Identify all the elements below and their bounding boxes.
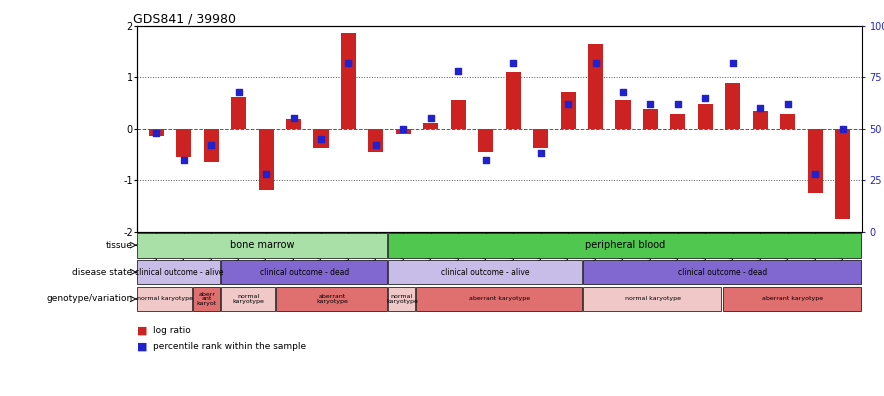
Bar (415, 287, 582, 311)
Text: peripheral blood: peripheral blood (585, 240, 665, 250)
Text: aberr
ant
karyot: aberr ant karyot (196, 292, 217, 306)
Point (396, 126, 410, 132)
Point (451, 68, 465, 74)
Text: aberrant karyotype: aberrant karyotype (469, 297, 530, 301)
Bar (258, 129, 274, 190)
Bar (808, 129, 823, 193)
Bar (533, 129, 548, 148)
Text: normal
karyotype: normal karyotype (232, 294, 264, 304)
Bar (781, 114, 796, 129)
Point (259, 171, 273, 177)
Point (177, 156, 191, 163)
Text: GDS841 / 39980: GDS841 / 39980 (133, 13, 236, 26)
Bar (137, 260, 219, 284)
Point (835, 126, 850, 132)
Point (507, 60, 521, 66)
Bar (560, 91, 575, 129)
Point (478, 156, 492, 163)
Bar (221, 287, 275, 311)
Point (589, 60, 603, 66)
Point (232, 88, 246, 95)
Point (561, 101, 575, 107)
Point (369, 142, 383, 148)
Point (671, 101, 685, 107)
Text: clinical outcome - dead: clinical outcome - dead (260, 268, 349, 276)
Bar (451, 100, 466, 129)
Point (753, 105, 767, 111)
Text: genotype/variation: genotype/variation (46, 295, 133, 303)
Bar (583, 260, 861, 284)
Bar (137, 233, 387, 257)
Point (286, 115, 301, 122)
Bar (388, 233, 861, 257)
Bar (725, 84, 741, 129)
Bar (149, 129, 164, 136)
Text: log ratio: log ratio (153, 326, 191, 335)
Bar (231, 97, 246, 129)
Text: disease state: disease state (72, 268, 133, 276)
Bar (753, 110, 768, 129)
Point (423, 115, 438, 122)
Bar (286, 120, 301, 129)
Bar (478, 129, 493, 152)
Text: percentile rank within the sample: percentile rank within the sample (153, 343, 306, 351)
Text: ■: ■ (137, 325, 148, 335)
Point (808, 171, 822, 177)
Bar (697, 104, 713, 129)
Bar (369, 129, 384, 152)
Bar (583, 287, 721, 311)
Text: clinical outcome - alive: clinical outcome - alive (441, 268, 530, 276)
Text: normal
karyotype: normal karyotype (386, 294, 418, 304)
Text: aberrant
karyotype: aberrant karyotype (316, 294, 348, 304)
Bar (341, 33, 356, 129)
Point (726, 60, 740, 66)
Bar (221, 260, 387, 284)
Text: normal karyotype: normal karyotype (137, 297, 193, 301)
Bar (506, 72, 521, 129)
Bar (615, 100, 630, 129)
Bar (277, 287, 387, 311)
Text: bone marrow: bone marrow (230, 240, 294, 250)
Point (698, 95, 713, 101)
Point (314, 136, 328, 142)
Text: tissue: tissue (106, 241, 133, 249)
Bar (203, 129, 218, 162)
Bar (670, 114, 685, 129)
Bar (388, 287, 415, 311)
Bar (176, 129, 191, 157)
Bar (835, 129, 850, 219)
Bar (193, 287, 219, 311)
Point (341, 60, 355, 66)
Bar (588, 44, 603, 129)
Text: normal karyotype: normal karyotype (625, 297, 681, 301)
Point (616, 88, 630, 95)
Text: clinical outcome - dead: clinical outcome - dead (678, 268, 767, 276)
Point (149, 129, 164, 136)
Bar (388, 260, 582, 284)
Bar (643, 109, 658, 129)
Bar (396, 129, 411, 134)
Point (204, 142, 218, 148)
Text: ■: ■ (137, 342, 148, 352)
Bar (314, 129, 329, 148)
Text: clinical outcome - alive: clinical outcome - alive (134, 268, 223, 276)
Point (644, 101, 658, 107)
Bar (423, 122, 438, 129)
Bar (137, 287, 192, 311)
Point (534, 150, 548, 156)
Point (781, 101, 795, 107)
Text: aberrant karyotype: aberrant karyotype (762, 297, 823, 301)
Bar (722, 287, 861, 311)
